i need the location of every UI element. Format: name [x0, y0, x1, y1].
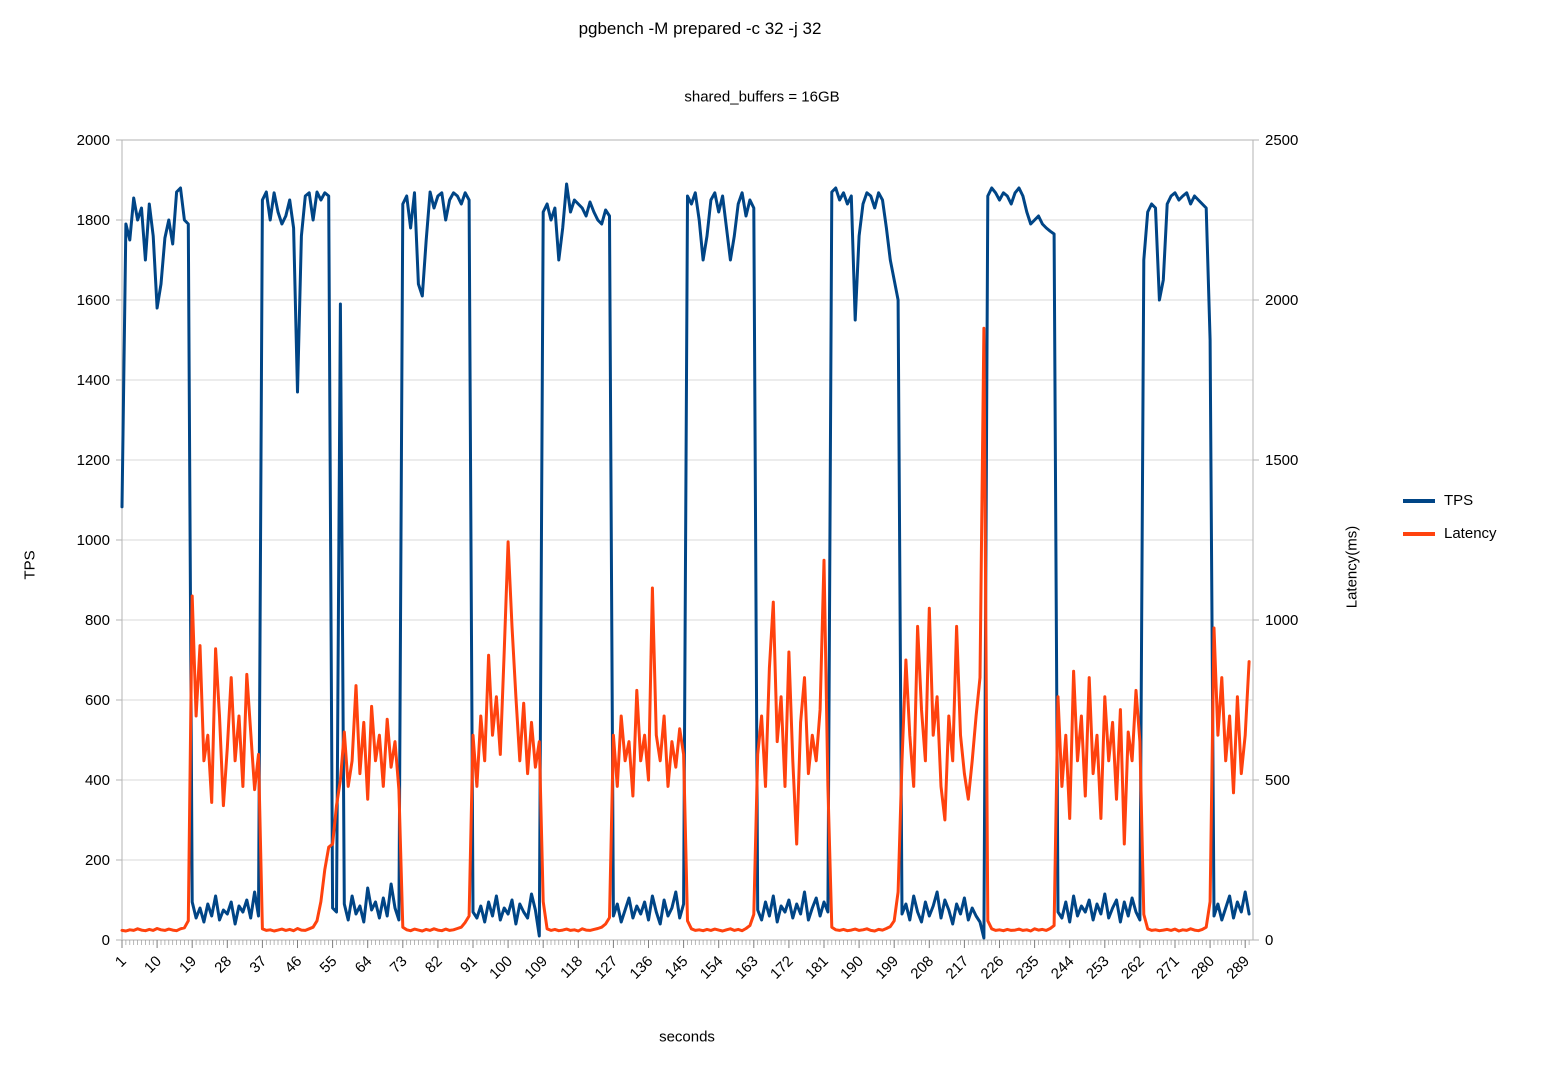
x-tick-label: 91: [457, 953, 481, 977]
tps-line-swatch: [1403, 498, 1435, 503]
y-left-tick-label: 2000: [77, 132, 110, 149]
x-tick-label: 64: [352, 953, 376, 977]
legend-label-tps: TPS: [1444, 492, 1474, 509]
y-left-tick-label: 1000: [77, 532, 110, 549]
x-tick-label: 109: [521, 953, 551, 983]
x-axis-title: seconds: [659, 1028, 715, 1046]
y-left-tick-label: 1600: [77, 292, 110, 309]
latency-line: [120, 326, 1251, 933]
x-tick-label: 82: [422, 953, 446, 977]
y-left-tick-label: 200: [85, 852, 110, 869]
x-tick-label: 100: [486, 953, 516, 983]
x-tick-label: 154: [697, 953, 727, 983]
x-tick-label: 217: [943, 953, 973, 983]
y-left-tick-label: 1800: [77, 212, 110, 229]
x-tick-label: 136: [627, 953, 657, 983]
y-left-tick-label: 0: [102, 932, 110, 949]
x-tick-label: 262: [1118, 953, 1148, 983]
y-left-tick-label: 1200: [77, 452, 110, 469]
y-left-tick-label: 600: [85, 692, 110, 709]
legend-label-latency: Latency: [1444, 525, 1497, 542]
y-right-tick-label: 2000: [1265, 292, 1298, 309]
chart-title: pgbench -M prepared -c 32 -j 32: [578, 19, 822, 38]
x-tick-label: 55: [317, 953, 341, 977]
x-tick-label: 190: [837, 953, 867, 983]
x-tick-label: 226: [978, 953, 1008, 983]
y-right-tick-label: 1500: [1265, 452, 1298, 469]
y-left-tick-label: 400: [85, 772, 110, 789]
x-tick-label: 1: [112, 953, 130, 971]
y-right-tick-label: 2500: [1265, 132, 1298, 149]
chart-subtitle: shared_buffers = 16GB: [684, 88, 840, 106]
y-right-tick-label: 1000: [1265, 612, 1298, 629]
x-tick-label: 46: [282, 953, 306, 977]
x-tick-label: 181: [802, 953, 832, 983]
y-axis-title-tps: TPS: [21, 550, 39, 580]
x-tick-label: 163: [732, 953, 762, 983]
x-tick-label: 145: [662, 953, 692, 983]
x-tick-label: 28: [211, 953, 235, 977]
x-tick-label: 253: [1083, 953, 1113, 983]
x-tick-label: 73: [387, 953, 411, 977]
y-left-tick-label: 1400: [77, 372, 110, 389]
y-right-tick-label: 500: [1265, 772, 1290, 789]
x-tick-label: 199: [872, 953, 902, 983]
legend-item-tps: TPS: [1403, 492, 1497, 509]
y-axis-title-latency: Latency(ms): [1343, 525, 1361, 609]
x-tick-label: 289: [1223, 953, 1253, 983]
x-tick-label: 172: [767, 953, 797, 983]
x-tick-label: 19: [176, 953, 200, 977]
x-tick-label: 280: [1188, 953, 1218, 983]
x-tick-label: 244: [1048, 953, 1078, 983]
latency-line-swatch: [1403, 531, 1435, 536]
legend: TPS Latency: [1403, 492, 1497, 542]
x-tick-label: 10: [141, 953, 165, 977]
legend-item-latency: Latency: [1403, 525, 1497, 542]
x-tick-label: 37: [246, 953, 270, 977]
x-tick-label: 208: [907, 953, 937, 983]
y-left-tick-label: 800: [85, 612, 110, 629]
x-tick-label: 118: [557, 953, 586, 982]
tps-line: [120, 182, 1251, 940]
y-right-tick-label: 0: [1265, 932, 1273, 949]
x-tick-label: 127: [592, 953, 622, 983]
x-tick-label: 271: [1153, 953, 1183, 983]
x-tick-label: 235: [1013, 953, 1043, 983]
